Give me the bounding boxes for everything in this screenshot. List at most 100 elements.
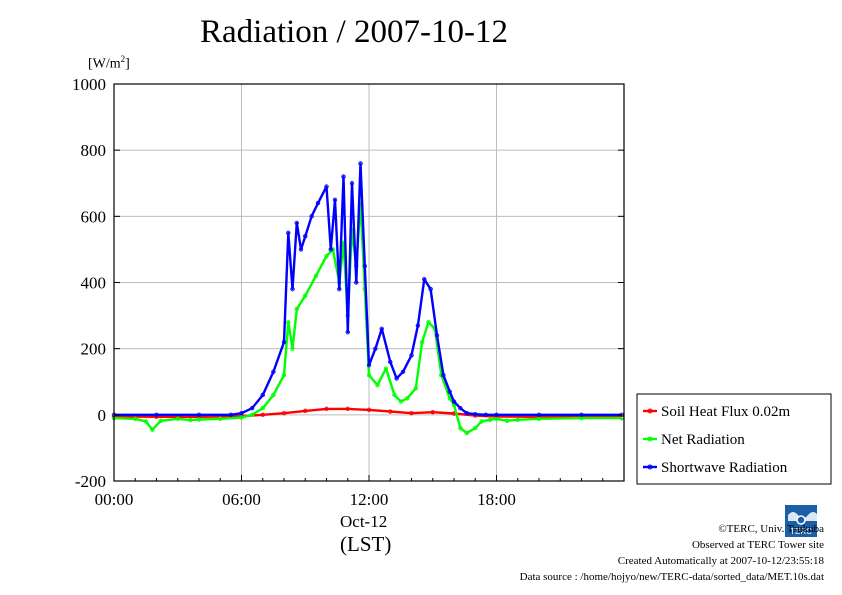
data-point: [464, 410, 469, 416]
legend-marker: [647, 464, 653, 470]
data-point: [458, 425, 463, 431]
data-point: [196, 412, 202, 418]
data-point: [294, 220, 299, 226]
legend-label: Shortwave Radiation: [661, 460, 788, 476]
data-point: [447, 389, 452, 394]
data-point: [464, 430, 469, 436]
data-point: [373, 346, 378, 351]
y-tick-label: 400: [81, 274, 107, 293]
data-point: [479, 419, 484, 424]
data-point: [158, 418, 163, 423]
series-lines: [111, 161, 625, 436]
data-point: [349, 181, 355, 186]
legend-marker: [647, 408, 653, 414]
footer-observed: Observed at TERC Tower site: [691, 539, 824, 551]
data-point: [133, 416, 138, 422]
data-point: [388, 409, 393, 414]
data-point: [422, 276, 427, 282]
data-point: [303, 293, 308, 298]
footer-created: Created Automatically at 2007-10-12/23:5…: [617, 555, 824, 567]
data-point: [536, 412, 542, 418]
data-point: [324, 253, 329, 259]
x-axis-date-label: Oct-12: [340, 512, 388, 531]
data-point: [315, 200, 321, 206]
data-point: [383, 366, 389, 371]
data-point: [458, 406, 463, 411]
data-point: [366, 372, 372, 378]
data-point: [271, 369, 276, 375]
data-point: [249, 406, 255, 411]
y-tick-label: 200: [81, 340, 107, 359]
data-point: [303, 233, 308, 239]
data-point: [409, 410, 414, 416]
data-point: [398, 399, 404, 404]
data-point: [303, 408, 308, 414]
legend-label: Soil Heat Flux 0.02m: [661, 404, 791, 420]
footer-credits: ©TERC, Univ. Tsukuba Observed at TERC To…: [520, 521, 824, 585]
grid-lines: [114, 84, 624, 481]
data-point: [281, 339, 287, 345]
data-point: [515, 417, 520, 422]
data-point: [290, 286, 295, 292]
data-point: [324, 406, 329, 412]
legend-box: [636, 393, 832, 485]
data-point: [494, 412, 499, 418]
data-point: [441, 372, 446, 378]
data-point: [309, 214, 314, 219]
data-point: [354, 280, 359, 285]
data-point: [260, 406, 265, 411]
y-tick-label: 800: [81, 141, 107, 160]
x-tick-label: 00:00: [95, 490, 134, 509]
y-axis-unit: [W/m2]: [88, 54, 130, 72]
data-point: [143, 419, 149, 424]
data-point: [366, 407, 372, 413]
data-point: [413, 386, 418, 391]
data-point: [260, 392, 265, 398]
logo-text: TERC: [790, 527, 812, 536]
data-point: [405, 396, 410, 401]
data-point: [281, 372, 287, 378]
data-point: [504, 418, 510, 423]
y-axis-unit-exponent: 2: [120, 54, 126, 64]
data-point: [394, 376, 399, 381]
chart-title: Radiation / 2007-10-12: [200, 14, 508, 50]
data-point: [313, 273, 319, 279]
data-point: [473, 411, 478, 417]
x-tick-label: 18:00: [477, 490, 516, 509]
y-axis-unit-text: W/m: [92, 56, 121, 72]
data-point: [415, 323, 421, 328]
data-point: [473, 425, 478, 431]
footer-source: Data source : /home/hojyo/new/TERC-data/…: [519, 571, 824, 583]
data-point: [196, 417, 202, 422]
data-point: [175, 416, 180, 422]
data-point: [409, 353, 414, 358]
data-point: [362, 263, 367, 269]
data-point: [260, 412, 265, 418]
data-point: [294, 306, 299, 312]
axis-ticks: -200 0 200 400 600 800 1000 00:00 06:00 12:00 18:0…: [72, 75, 624, 509]
data-point: [392, 392, 397, 398]
data-point: [271, 392, 276, 398]
data-point: [337, 286, 342, 292]
data-point: [281, 410, 287, 416]
data-point: [150, 427, 155, 432]
data-point: [379, 326, 384, 332]
legend: Soil Heat Flux 0.02m Net Radiation Shortwa…: [636, 393, 832, 485]
data-point: [366, 363, 372, 368]
data-point: [188, 417, 193, 423]
y-tick-label: 0: [98, 406, 107, 425]
data-point: [228, 412, 234, 418]
data-point: [218, 416, 223, 422]
x-tick-label: 12:00: [350, 490, 389, 509]
data-point: [154, 412, 159, 418]
data-point: [430, 409, 435, 415]
data-point: [451, 399, 457, 404]
data-point: [358, 161, 363, 166]
data-point: [328, 247, 333, 252]
data-point: [483, 412, 489, 418]
data-point: [419, 339, 425, 345]
data-point: [249, 412, 255, 418]
legend-marker: [647, 436, 653, 442]
terc-logo: TERC: [785, 505, 817, 537]
